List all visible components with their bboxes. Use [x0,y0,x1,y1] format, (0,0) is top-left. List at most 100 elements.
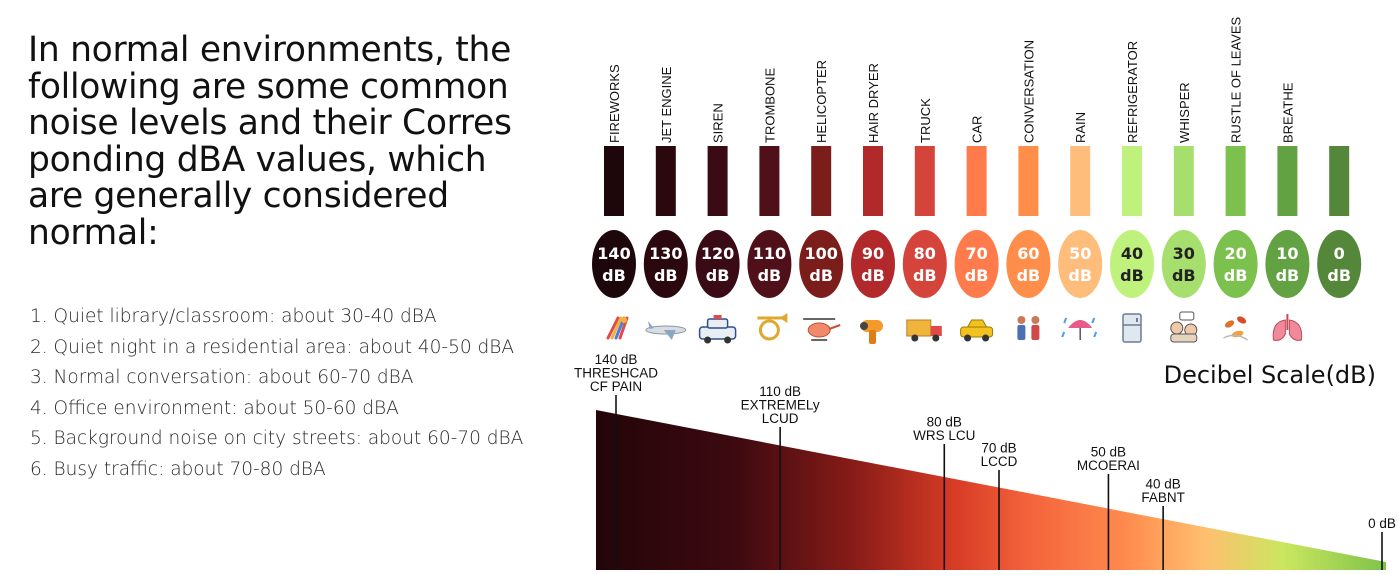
source-label-jet-engine: JET ENGINE [659,66,674,143]
bubble-unit: dB [1276,266,1300,285]
bar-jet-engine [655,146,676,216]
gradient-wedge [596,410,1386,570]
bubble-value: 0 [1334,244,1345,263]
bubble-unit: dB [1068,266,1092,285]
scale-marker-label: 40 dB [1146,477,1181,492]
list-item: 6. Busy traffic: about 70-80 dBA [30,458,326,480]
source-label-siren: SIREN [711,103,726,143]
list-item: 1. Quiet library/classroom: about 30-40 … [30,306,437,327]
bar-truck [914,146,935,216]
refrigerator-icon [1122,313,1142,343]
bubble-value: 130 [649,244,682,263]
bubble-value: 110 [753,244,786,263]
scale-marker-label: 50 dB [1091,445,1126,460]
bar-whisper [1173,146,1194,216]
bubble-value: 60 [1017,244,1039,263]
bar-refrigerator [1122,146,1142,216]
bubble-unit: dB [1327,266,1351,285]
headline: In normal environments, the following ar… [28,32,588,251]
noise-level-list: 1. Quiet library/classroom: about 30-40 … [30,302,523,486]
scale-marker-label: 140 dB [595,352,638,367]
bar-breathe [1277,146,1298,216]
hair-dryer-icon [860,320,883,344]
bar-hair-dryer [863,146,883,216]
bubble-value: 70 [965,244,987,263]
db-bubble [1265,230,1310,298]
bar-helicopter [811,146,832,216]
bubble-unit: dB [965,266,989,285]
bubble-unit: dB [861,266,885,285]
bubble-value: 50 [1069,244,1091,263]
bubble-unit: dB [706,266,730,285]
bubble-value: 140 [597,244,630,263]
db-bubble [851,230,895,298]
truck-icon [906,319,942,342]
headline-line: ponding dBA values, which [28,139,487,180]
db-bubble [954,230,999,298]
db-bubble [1006,230,1051,298]
scale-marker-label: EXTREMELy [741,398,820,413]
headline-line: following are some common [28,66,509,107]
db-bubble [695,230,740,298]
bar-siren [707,146,728,216]
list-item: 2. Quiet night in a residential area: ab… [30,336,514,358]
leaves-icon [1223,316,1249,341]
scale-marker-label: LCUD [762,411,799,426]
lungs-icon [1272,314,1303,341]
bubble-unit: dB [1120,266,1144,285]
people-talking-icon [1017,316,1040,340]
bubble-value: 40 [1121,244,1143,263]
source-label-whisper: WHISPER [1177,82,1192,143]
bubble-value: 120 [701,244,734,263]
source-label-breathe: BREATHE [1280,82,1295,143]
bubble-unit: dB [809,266,833,285]
source-label-truck: TRUCK [918,98,933,143]
bar-rain [1070,146,1091,216]
source-label-hair-dryer: HAIR DRYER [866,63,881,143]
scale-marker-label: 0 dB [1368,516,1396,531]
list-item: 4. Office environment: about 50-60 dBA [30,397,399,419]
scale-title: Decibel Scale(dB) [1164,361,1376,389]
headline-line: are generally considered [28,176,449,216]
bubble-unit: dB [1224,266,1248,285]
db-bubble [747,230,792,298]
trombone-icon [757,313,788,341]
scale-marker-label: 110 dB [759,384,801,399]
bubble-unit: dB [913,266,937,285]
source-label-rustle-of-leaves: RUSTLE OF LEAVES [1229,16,1244,143]
bar-rustle-of-leaves [1225,146,1246,216]
headline-line: noise levels and their Corres [28,103,512,143]
bubble-value: 20 [1224,244,1246,263]
headline-line: In normal environments, the [28,30,512,70]
db-bubble [902,230,947,298]
whisper-icon [1170,311,1198,343]
source-label-conversation: CONVERSATION [1021,40,1036,143]
source-label-refrigerator: REFRIGERATOR [1125,41,1140,143]
bubble-value: 100 [804,244,837,263]
bar-conversation [1018,146,1039,216]
fireworks-icon [606,316,629,340]
db-bubble [1161,230,1206,298]
bubble-unit: dB [758,266,782,285]
bubble-unit: dB [602,266,626,285]
headline-line: normal: [28,212,159,253]
source-label-fireworks: FIREWORKS [607,64,622,143]
source-label-trombone: TROMBONE [762,68,777,143]
bar-trombone [759,146,780,216]
bar-zero-db [1329,146,1350,216]
car-icon [960,319,994,342]
police-car-icon [698,315,737,344]
bubble-unit: dB [654,266,678,285]
list-item: 3. Normal conversation: about 60-70 dBA [30,367,414,389]
source-label-rain: RAIN [1073,112,1088,143]
db-bubble [643,230,688,298]
list-item: 5. Background noise on city streets: abo… [30,428,524,450]
db-bubble [1213,230,1258,298]
airplane-icon [645,321,687,340]
db-bubble [799,230,844,298]
bar-car [966,146,987,216]
scale-marker-label: 80 dB [927,415,962,430]
scale-marker-label: FABNT [1141,490,1185,505]
bubble-unit: dB [1172,266,1196,285]
